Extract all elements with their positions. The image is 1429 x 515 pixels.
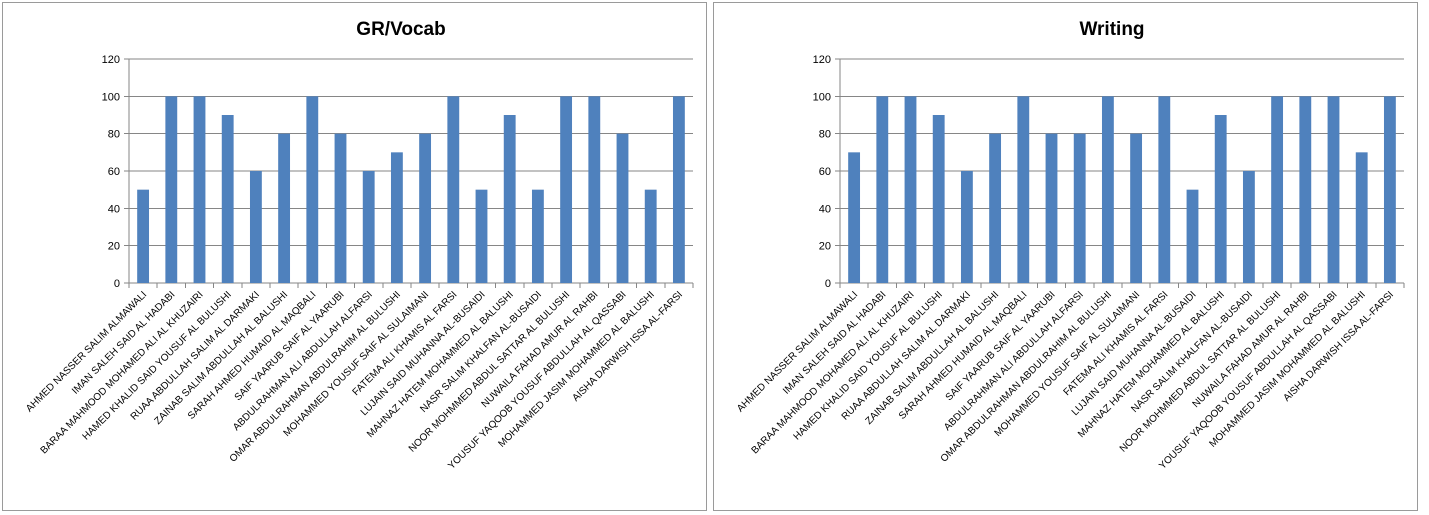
bar bbox=[362, 171, 375, 283]
bar bbox=[503, 115, 516, 283]
y-tick-label: 20 bbox=[819, 241, 831, 253]
bar bbox=[876, 96, 889, 283]
bar bbox=[334, 133, 347, 283]
bar bbox=[1158, 96, 1171, 283]
bar bbox=[531, 189, 544, 283]
bar bbox=[1271, 96, 1284, 283]
bar bbox=[249, 171, 262, 283]
y-tick-label: 80 bbox=[819, 129, 831, 141]
bar bbox=[560, 96, 573, 283]
chart-title: GR/Vocab bbox=[356, 19, 445, 40]
bar bbox=[447, 96, 460, 283]
bar bbox=[1355, 152, 1368, 283]
y-tick-label: 120 bbox=[813, 54, 831, 66]
x-category-label: IMAN SALEH SAID AL HADABI bbox=[70, 289, 177, 396]
bar bbox=[848, 152, 861, 283]
bar bbox=[1327, 96, 1340, 283]
y-tick-label: 40 bbox=[819, 203, 831, 215]
bar bbox=[419, 133, 432, 283]
bar bbox=[193, 96, 206, 283]
y-tick-label: 0 bbox=[114, 278, 120, 290]
bar bbox=[1383, 96, 1396, 283]
y-tick-label: 60 bbox=[819, 166, 831, 178]
y-tick-label: 60 bbox=[108, 166, 120, 178]
chart-panel-writing: Writing 0 20 40 60 80 100 120 AHMED NASSER SALIM… bbox=[713, 2, 1418, 511]
x-category-label: IMAN SALEH SAID AL HADABI bbox=[781, 289, 888, 396]
bar bbox=[137, 189, 150, 283]
bar bbox=[1045, 133, 1058, 283]
bar bbox=[1017, 96, 1030, 283]
bar bbox=[1242, 171, 1255, 283]
bar bbox=[1214, 115, 1227, 283]
y-tick-label: 100 bbox=[813, 91, 831, 103]
bar bbox=[644, 189, 657, 283]
y-tick-label: 40 bbox=[108, 203, 120, 215]
bar bbox=[1299, 96, 1312, 283]
y-tick-label: 0 bbox=[825, 278, 831, 290]
chart-title: Writing bbox=[1079, 19, 1144, 40]
bar bbox=[306, 96, 319, 283]
y-tick-label: 100 bbox=[102, 91, 120, 103]
bar bbox=[588, 96, 601, 283]
bar bbox=[1186, 189, 1199, 283]
bar bbox=[672, 96, 685, 283]
bar bbox=[1130, 133, 1143, 283]
bar bbox=[165, 96, 178, 283]
bar bbox=[616, 133, 629, 283]
y-tick-label: 120 bbox=[102, 54, 120, 66]
bar bbox=[932, 115, 945, 283]
chart-panel-gr-vocab: GR/Vocab 0 20 40 60 80 100 120 AHMED NASSER SALI… bbox=[2, 2, 707, 511]
y-tick-label: 20 bbox=[108, 241, 120, 253]
bar bbox=[475, 189, 488, 283]
bar bbox=[1101, 96, 1114, 283]
bar bbox=[278, 133, 291, 283]
bar bbox=[904, 96, 917, 283]
bar bbox=[221, 115, 234, 283]
bar bbox=[390, 152, 403, 283]
bar bbox=[1073, 133, 1086, 283]
bar bbox=[989, 133, 1002, 283]
bar bbox=[960, 171, 973, 283]
y-tick-label: 80 bbox=[108, 129, 120, 141]
